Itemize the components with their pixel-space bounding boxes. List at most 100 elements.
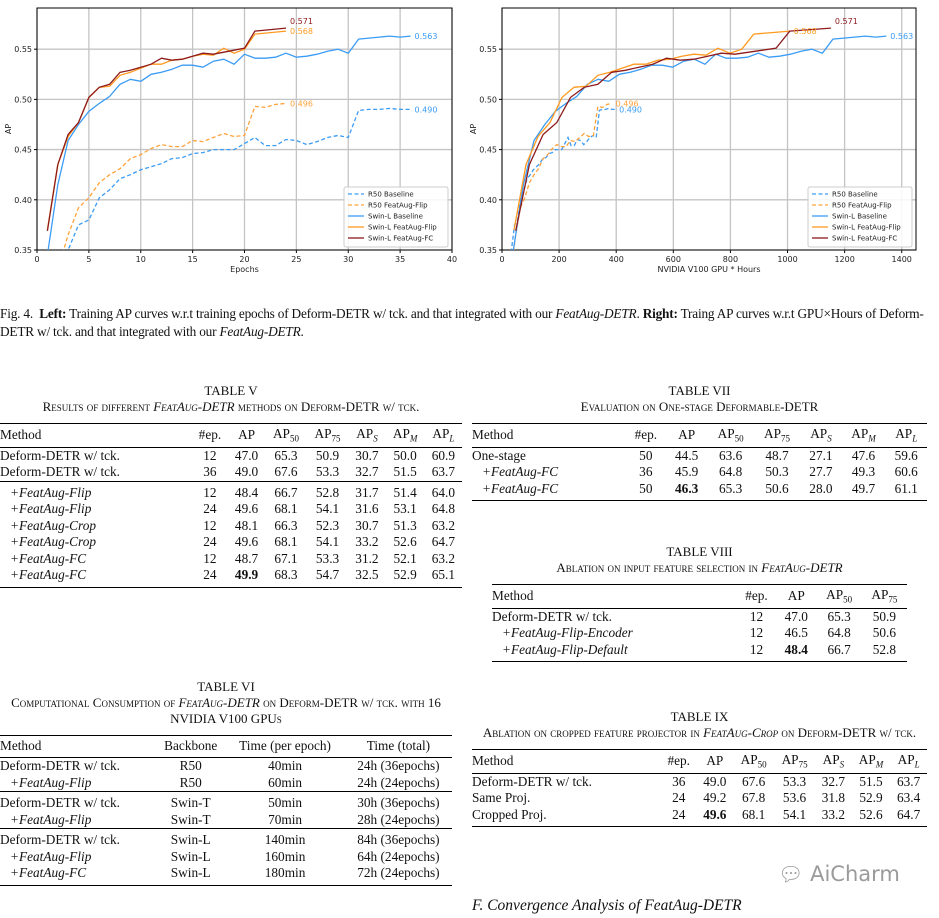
cell-text: 48.4	[234, 484, 259, 500]
end-value-label: 0.490	[619, 105, 642, 114]
legend-entry: R50 FeatAug-Flip	[368, 202, 428, 210]
table-caption: Ablation on input feature selection in F…	[492, 560, 907, 576]
end-value-label: 0.563	[415, 32, 438, 41]
value-cell: 48.4	[227, 480, 266, 502]
value-cell: 160min	[225, 849, 344, 866]
value-cell: 64.7	[890, 806, 927, 828]
caption-right-text: Traing AP curves w.r.t GPU×Hours of Defo…	[0, 306, 924, 339]
cell-text: 59.6	[894, 447, 918, 463]
table-title: TABLE V	[204, 383, 258, 398]
legend-entry: Swin-L Baseline	[368, 213, 423, 221]
cell-text: 30h (36epochs)	[357, 795, 440, 810]
table-row: +FeatAug-FC Swin-L 180min 72h (24epochs)	[0, 865, 452, 886]
header-text: Method	[472, 426, 514, 442]
value-cell: 51.5	[386, 464, 425, 481]
value-cell: 52.8	[306, 480, 349, 502]
table-row: +FeatAug-Flip-Encoder 12 46.5 64.8 50.6	[492, 625, 907, 642]
column-header: Method	[472, 423, 626, 448]
header-subscript: 75	[798, 759, 808, 770]
value-cell: 67.8	[733, 790, 774, 807]
value-cell: 67.6	[733, 773, 774, 790]
header-text: Method	[0, 738, 42, 753]
method-cell: +FeatAug-Flip	[0, 812, 156, 829]
legend-entry: Swin-L FeatAug-FC	[832, 235, 897, 243]
column-header: Method	[472, 749, 662, 774]
value-cell: 50.6	[753, 480, 801, 502]
cell-text: 31.2	[355, 550, 379, 566]
method-cell: Deform-DETR w/ tck.	[472, 773, 661, 790]
value-cell: 30.7	[348, 447, 385, 464]
table-vii: TABLE VII Evaluation on One-stage Deforma…	[472, 383, 927, 502]
value-cell: 54.1	[307, 501, 349, 518]
value-cell: 65.3	[817, 608, 862, 625]
method-cell: +FeatAug-FC	[472, 464, 626, 481]
cell-text: 63.7	[431, 464, 455, 480]
table-row: Deform-DETR w/ tck. R50 40min 24h (36epochs…	[0, 758, 452, 775]
value-cell: 32.7	[348, 464, 385, 481]
value-cell: 180min	[225, 865, 345, 886]
cell-text: 53.3	[315, 550, 340, 566]
table-row: +FeatAug-Flip Swin-L 160min 64h (24epochs)	[0, 849, 452, 866]
cell-text: 36	[639, 464, 653, 480]
cell-text: 67.6	[741, 773, 766, 789]
value-cell: 65.3	[707, 480, 754, 502]
value-cell: 24	[661, 806, 697, 828]
cell-text: 46.3	[675, 480, 699, 496]
value-cell: 51.3	[386, 518, 425, 535]
cell-text: 63.2	[431, 550, 455, 566]
table-caption: Ablation on cropped feature projector in…	[472, 725, 927, 741]
figure-caption: Fig. 4. Left: Training AP curves w.r.t t…	[0, 306, 924, 339]
caption-right-bold: Right:	[642, 306, 678, 321]
cell-text: 48.4	[784, 641, 808, 657]
value-cell: Swin-L	[156, 828, 226, 849]
cell-text: +FeatAug-Flip	[10, 848, 92, 864]
cell-text: 49.6	[703, 806, 727, 822]
x-tick-label: 1200	[834, 255, 854, 264]
column-header: AP50	[733, 749, 775, 774]
cell-text: 64.7	[896, 806, 921, 822]
cell-text: R50	[179, 758, 202, 773]
data-table: Method #ep. AP AP50 AP75 APS APM APL Deform-DETR…	[472, 749, 927, 828]
cell-text: 67.6	[274, 464, 298, 480]
header-text: AP	[781, 752, 799, 767]
cell-text: 53.1	[393, 501, 417, 517]
value-cell: 60.9	[425, 447, 462, 464]
value-cell: 50.9	[862, 608, 907, 625]
cell-text: One-stage	[472, 447, 526, 463]
cell-text: 66.7	[274, 484, 298, 500]
cell-text: 54.1	[782, 806, 807, 822]
value-cell: 27.7	[800, 464, 842, 481]
cell-text: Deform-DETR w/ tck.	[0, 832, 121, 847]
x-tick-label: 200	[551, 255, 566, 264]
cell-text: 53.3	[315, 464, 340, 480]
cell-text: +FeatAug-FC	[10, 567, 87, 583]
method-cell: +FeatAug-Flip	[0, 849, 156, 866]
y-tick-label: 0.55	[479, 45, 497, 54]
table-row: +FeatAug-FC 36 45.9 64.8 50.3 27.7 49.3 60.6	[472, 464, 927, 481]
value-cell: 44.5	[666, 447, 708, 464]
end-value-label: 0.568	[290, 27, 313, 36]
cell-text: 66.7	[827, 641, 851, 657]
cell-text: 60.6	[894, 464, 918, 480]
cell-text: Deform-DETR w/ tck.	[472, 773, 593, 789]
x-tick-label: 35	[395, 255, 405, 264]
table-row: +FeatAug-Flip-Default 12 48.4 66.7 52.8	[492, 641, 907, 663]
chart-right-ap-vs-gpu-hours: 0 200 400 600 800 1000 1200 1400 0.35 0.40 0.45 0.5…	[470, 7, 917, 274]
column-header: APM	[851, 749, 891, 774]
value-cell: 36	[626, 464, 666, 481]
header-subscript: M	[409, 433, 418, 444]
y-tick-label: 0.45	[14, 146, 32, 155]
cell-text: +FeatAug-Crop	[10, 534, 97, 550]
column-header: AP50	[265, 423, 307, 448]
cell-text: 47.6	[851, 447, 876, 463]
value-cell: 48.7	[228, 551, 265, 568]
cell-text: Swin-T	[170, 795, 211, 810]
caption-part: on Deform-DETR w/ tck. with 16 NVIDIA V1…	[170, 695, 441, 726]
value-cell: 49.6	[228, 534, 265, 551]
table-row: +FeatAug-Flip 24 49.6 68.1 54.1 31.6 53.1 64.8	[0, 501, 462, 518]
cell-text: 54.1	[315, 501, 340, 517]
method-cell: Deform-DETR w/ tck.	[492, 608, 737, 625]
cell-text: 52.6	[393, 534, 417, 550]
cell-text: 50.3	[765, 464, 789, 480]
value-cell: 45.9	[666, 464, 708, 481]
